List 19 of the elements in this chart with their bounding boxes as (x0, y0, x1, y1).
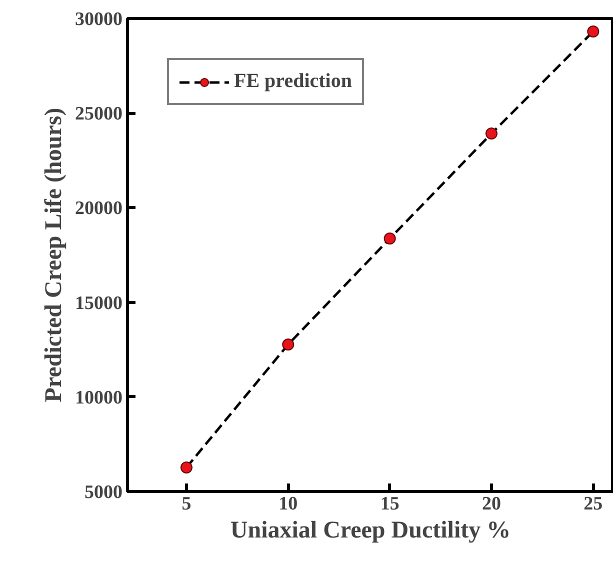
point (384, 232, 396, 245)
x-axis-title: Uniaxial Creep Ductility % (230, 518, 511, 544)
y-tick-label: 5000 (84, 482, 122, 503)
x-tick-label: 25 (584, 494, 603, 514)
x-tick-label: 5 (182, 494, 192, 514)
y-tick-label: 25000 (75, 104, 122, 125)
x-tick-label: 10 (278, 494, 298, 514)
y-tick-label: 15000 (75, 292, 122, 314)
x-tick-label: 15 (380, 494, 400, 514)
y-tick-label: 10000 (75, 387, 122, 408)
legend-label: FE prediction (234, 70, 352, 93)
x-tick-label: 20 (482, 494, 501, 514)
point (485, 128, 498, 140)
point (282, 338, 294, 350)
point (180, 461, 192, 474)
point (587, 26, 600, 38)
y-axis-title: Predicted Creep Life (hours) (41, 108, 67, 402)
y-tick-label: 20000 (75, 198, 122, 220)
y-tick-label: 30000 (75, 9, 122, 30)
